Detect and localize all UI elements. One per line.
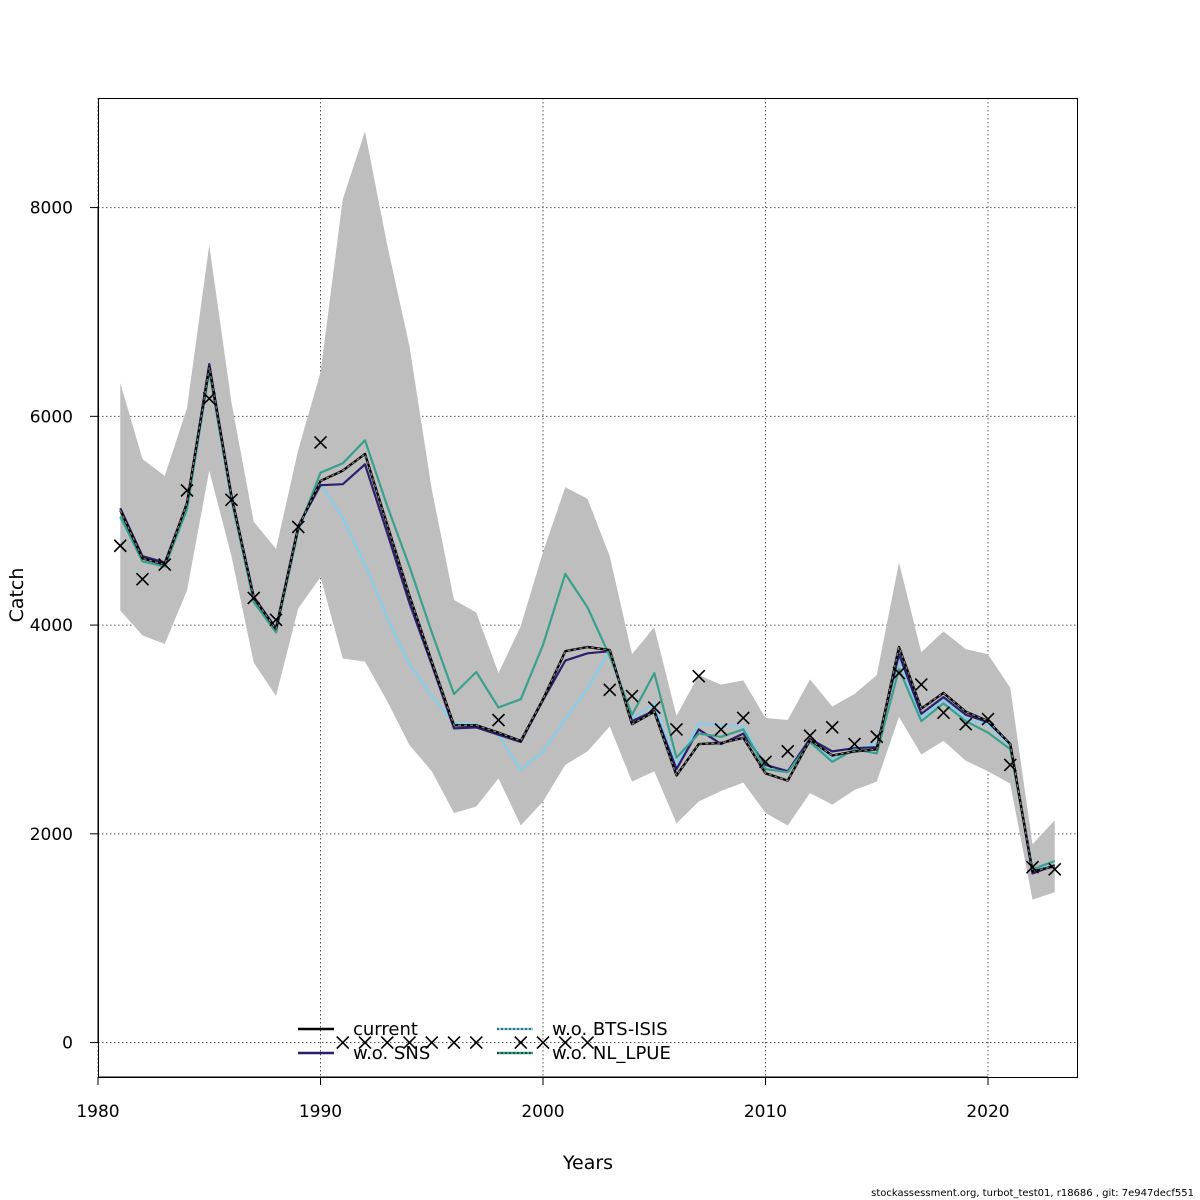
x-tick-label: 2020 — [966, 1102, 1009, 1122]
observation-point — [959, 717, 973, 731]
observation-point — [402, 1035, 417, 1050]
observation-point — [714, 722, 728, 737]
ci-band-area — [120, 131, 1055, 900]
observation-markers — [113, 392, 1062, 1050]
observation-point — [981, 712, 995, 726]
x-tick-label: 1990 — [299, 1102, 342, 1122]
observation-point — [536, 1035, 550, 1050]
observation-point — [603, 683, 617, 697]
series-line-current-overlay — [119, 367, 1055, 873]
x-axis-label: Years — [562, 1152, 613, 1174]
legend-item: w.o. BTS-ISIS — [497, 1019, 668, 1040]
confidence-band — [120, 131, 1055, 900]
observation-point — [469, 1035, 483, 1050]
observation-point — [158, 557, 172, 572]
observation-point — [936, 706, 951, 720]
observation-point — [870, 730, 884, 744]
observation-point — [647, 700, 661, 715]
legend: current w.o. SNS w.o. BTS-ISIS w.o. NL_LPUE — [298, 1019, 671, 1064]
observation-point — [380, 1035, 394, 1050]
observation-point — [202, 392, 216, 406]
observation-point — [847, 737, 862, 751]
observation-point — [180, 483, 194, 498]
series-lines — [119, 363, 1056, 875]
legend-label: w.o. BTS-ISIS — [552, 1019, 668, 1040]
y-tick-label: 0 — [62, 1034, 73, 1054]
observation-point — [914, 677, 928, 692]
observation-point — [514, 1035, 528, 1050]
observation-point — [447, 1035, 461, 1050]
observation-point — [313, 435, 328, 449]
footer-text: stockassessment.org, turbot_test01, r186… — [871, 1188, 1194, 1199]
observation-point — [781, 744, 795, 758]
observation-point — [825, 720, 839, 734]
y-tick-label: 8000 — [30, 199, 73, 219]
y-tick-label: 4000 — [30, 616, 73, 636]
observation-point — [580, 1035, 595, 1050]
observation-point — [491, 713, 506, 727]
observation-point — [892, 666, 906, 680]
y-axis-label: Catch — [6, 568, 28, 623]
y-axis: 0 2000 4000 6000 8000 — [30, 199, 99, 1054]
observation-point — [291, 520, 305, 534]
observation-point — [1048, 862, 1062, 876]
legend-label: w.o. NL_LPUE — [552, 1043, 671, 1064]
series-line-w-o-nl-lpue — [119, 369, 1056, 871]
observation-point — [1025, 860, 1040, 874]
observation-point — [269, 613, 283, 627]
x-tick-label: 2010 — [744, 1102, 787, 1122]
observation-point — [558, 1035, 572, 1050]
y-tick-label: 6000 — [30, 407, 73, 427]
observation-point — [224, 493, 239, 507]
observation-point — [135, 572, 150, 586]
observation-point — [113, 539, 127, 553]
observation-point — [625, 689, 639, 703]
legend-label: current — [353, 1019, 418, 1040]
x-tick-label: 1980 — [76, 1102, 119, 1122]
legend-item: w.o. SNS — [298, 1043, 430, 1064]
observation-point — [692, 669, 706, 683]
legend-label: w.o. SNS — [353, 1043, 430, 1064]
observation-point — [758, 755, 773, 769]
observation-point — [425, 1035, 439, 1050]
observation-point — [803, 729, 817, 743]
x-tick-label: 2000 — [521, 1102, 564, 1122]
x-axis: 1980 1990 2000 2010 2020 — [76, 1076, 1010, 1122]
observation-point — [247, 591, 261, 605]
observation-point — [669, 722, 684, 737]
y-tick-label: 2000 — [30, 825, 73, 845]
observation-point — [358, 1035, 372, 1050]
observation-point — [736, 711, 750, 725]
legend-item: w.o. NL_LPUE — [497, 1043, 671, 1064]
observation-point — [1003, 758, 1017, 772]
legend-item: current — [298, 1019, 418, 1040]
observation-point — [336, 1035, 350, 1050]
